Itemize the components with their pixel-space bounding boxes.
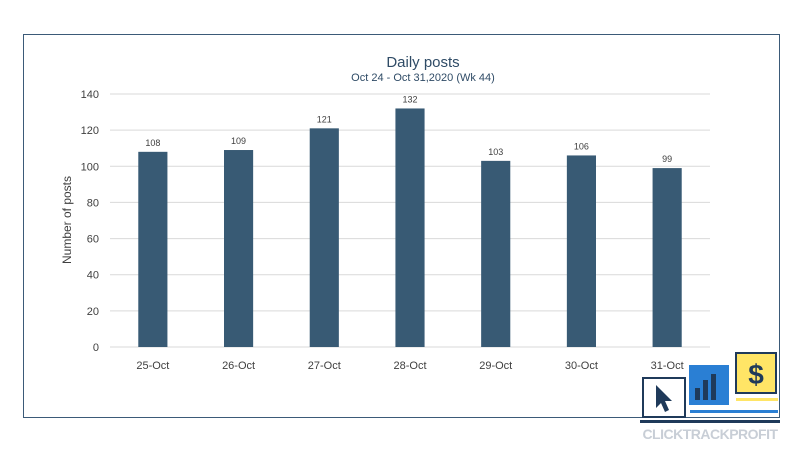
x-tick-labels: 25-Oct 26-Oct 27-Oct 28-Oct 29-Oct 30-Oct 31-O… bbox=[136, 360, 683, 372]
bar-29-Oct bbox=[481, 160, 511, 347]
bar-chart-icon bbox=[695, 388, 700, 400]
bar-28-Oct bbox=[395, 108, 425, 347]
data-label: 132 bbox=[402, 94, 417, 104]
bar-26-Oct bbox=[224, 150, 254, 347]
y-tick-label: 80 bbox=[87, 197, 99, 209]
y-axis-title: Number of posts bbox=[60, 176, 74, 264]
data-label: 106 bbox=[574, 141, 589, 151]
x-tick-label: 27-Oct bbox=[308, 360, 341, 372]
cursor-box bbox=[642, 377, 686, 418]
x-tick-label: 29-Oct bbox=[479, 360, 512, 372]
data-label: 109 bbox=[231, 136, 246, 146]
y-tick-label: 100 bbox=[81, 161, 99, 173]
data-label: 121 bbox=[317, 114, 332, 124]
data-label: 108 bbox=[145, 138, 160, 148]
cursor-icon bbox=[656, 385, 672, 412]
x-tick-label: 26-Oct bbox=[222, 360, 255, 372]
logo-wordmark: CLICKTRACKPROFIT bbox=[642, 426, 778, 442]
x-tick-label: 30-Oct bbox=[565, 360, 598, 372]
clicktrackprofit-logo: $ CLICKTRACKPROFIT bbox=[640, 350, 780, 445]
bar-27-Oct bbox=[309, 128, 339, 347]
bar-31-Oct bbox=[652, 168, 682, 347]
y-tick-label: 20 bbox=[87, 306, 99, 318]
data-labels: 108 109 121 132 103 106 99 bbox=[145, 94, 672, 164]
x-tick-label: 31-Oct bbox=[651, 360, 684, 372]
y-tick-labels: 0 20 40 60 80 100 120 140 bbox=[81, 89, 99, 354]
y-tick-label: 40 bbox=[87, 270, 99, 282]
dollar-icon: $ bbox=[748, 359, 764, 390]
chart-subtitle: Oct 24 - Oct 31,2020 (Wk 44) bbox=[351, 72, 495, 84]
bar-25-Oct bbox=[138, 151, 168, 347]
x-tick-label: 25-Oct bbox=[136, 360, 169, 372]
x-tick-label: 28-Oct bbox=[393, 360, 426, 372]
y-tick-label: 120 bbox=[81, 125, 99, 137]
chart-title: Daily posts bbox=[386, 54, 459, 71]
bar-30-Oct bbox=[566, 155, 596, 347]
y-tick-label: 140 bbox=[81, 89, 99, 101]
y-tick-label: 60 bbox=[87, 234, 99, 246]
data-label: 103 bbox=[488, 147, 503, 157]
dollar-box bbox=[735, 352, 777, 394]
y-tick-label: 0 bbox=[93, 342, 99, 354]
data-label: 99 bbox=[662, 154, 672, 164]
bars bbox=[138, 108, 682, 347]
